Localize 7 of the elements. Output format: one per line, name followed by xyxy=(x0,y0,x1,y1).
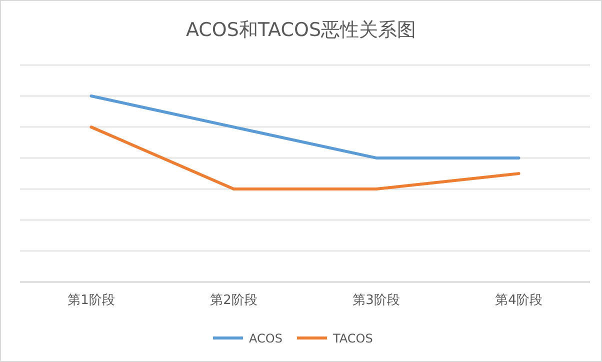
x-tick-label: 第2阶段 xyxy=(210,293,258,308)
x-tick-label: 第3阶段 xyxy=(352,293,400,308)
x-tick-label: 第4阶段 xyxy=(495,293,542,308)
legend-label: ACOS xyxy=(249,332,282,346)
chart-title: ACOS和TACOS恶性关系图 xyxy=(186,19,416,41)
legend-label: TACOS xyxy=(332,332,373,346)
x-tick-label: 第1阶段 xyxy=(68,293,115,308)
